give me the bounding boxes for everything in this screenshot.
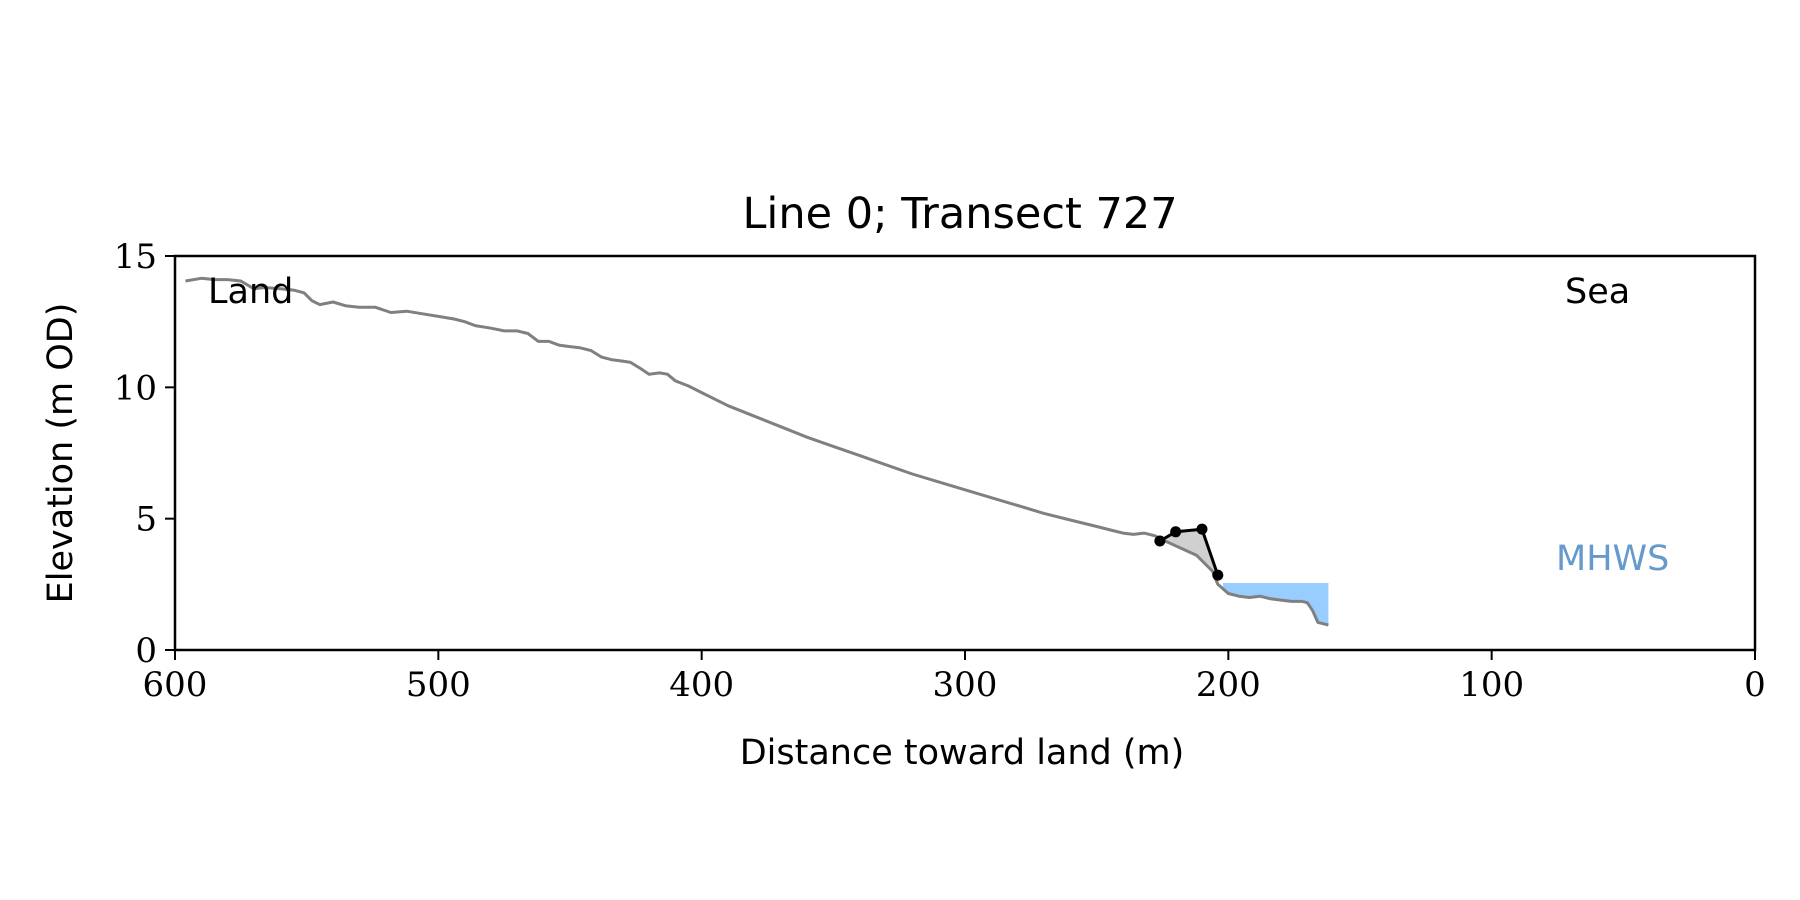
mhws-label: MHWS [1556,539,1669,579]
beach-profile-line [185,276,1329,627]
dune-markers [1154,523,1224,581]
land-label: Land [208,272,293,312]
sea-label: Sea [1565,272,1630,312]
dune-point-2 [1196,523,1208,535]
dune-profile-line [1159,527,1220,576]
x-tick-label: 400 [669,665,734,705]
plot-area [185,276,1329,627]
dune-point-3 [1212,569,1224,581]
dune-point-0 [1154,535,1166,547]
dune-fill [1159,529,1218,585]
x-tick-label: 0 [1744,665,1766,705]
x-tick-label: 200 [1196,665,1261,705]
y-tick-label: 15 [114,237,157,277]
x-tick-label: 300 [933,665,998,705]
y-tick-label: 5 [135,500,157,540]
plot-frame [173,254,1757,652]
y-tick-label: 0 [135,631,157,671]
y-tick-label: 10 [114,368,157,408]
y-axis-label: Elevation (m OD) [41,303,81,604]
mhws-band [1223,583,1329,625]
x-ticks: 600 500 400 300 200 100 0 [143,650,1766,705]
y-ticks: 0 5 10 15 [114,237,175,671]
x-tick-label: 600 [143,665,208,705]
chart-title: Line 0; Transect 727 [742,189,1177,239]
x-tick-label: 100 [1459,665,1524,705]
x-axis-label: Distance toward land (m) [740,733,1185,773]
dune-point-1 [1170,526,1182,538]
x-tick-label: 500 [406,665,471,705]
